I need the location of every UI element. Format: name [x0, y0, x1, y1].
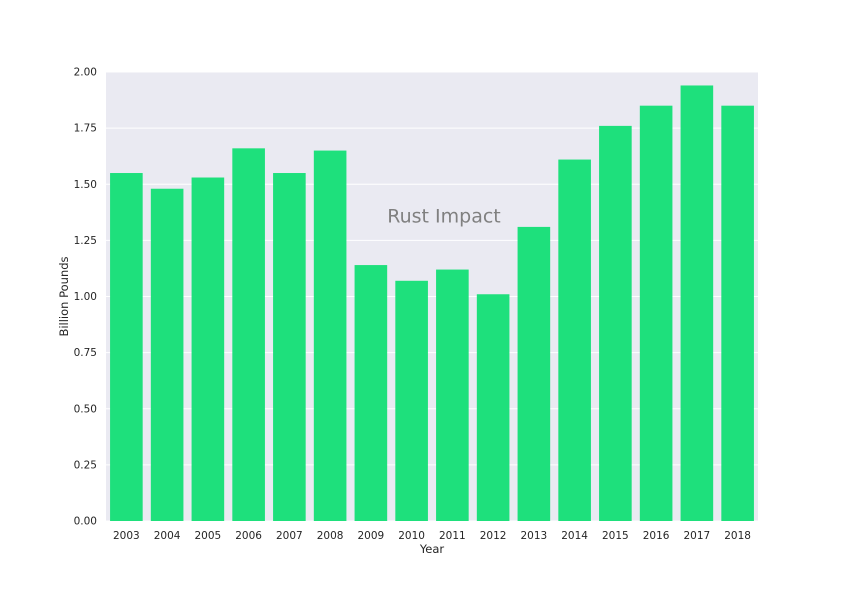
x-tick-label: 2016 [643, 530, 670, 542]
bar-2008 [313, 150, 347, 521]
x-tick-label: 2012 [480, 530, 507, 542]
bar-2013 [517, 226, 551, 521]
bar-2014 [558, 159, 591, 521]
x-tick-label: 2004 [154, 530, 181, 542]
y-tick-label: 1.75 [74, 123, 97, 135]
bar-2015 [599, 125, 632, 521]
x-tick-label: 2005 [195, 530, 222, 542]
y-tick-label: 0.25 [74, 459, 97, 471]
bar-2003 [110, 173, 143, 521]
x-tick-label: 2009 [358, 530, 385, 542]
x-tick-label: 2010 [398, 530, 425, 542]
y-tick-label: 0.00 [74, 516, 97, 528]
x-axis-label: Year [419, 542, 445, 556]
bar-2007 [273, 173, 306, 521]
y-axis-label: Billion Pounds [57, 256, 71, 336]
bar-2009 [354, 265, 388, 521]
x-tick-label: 2017 [684, 530, 711, 542]
x-tick-label: 2018 [724, 530, 751, 542]
x-tick-label: 2008 [317, 530, 344, 542]
bar-2004 [150, 188, 184, 522]
x-tick-label: 2013 [521, 530, 548, 542]
bar-2006 [232, 148, 265, 521]
x-tick-label: 2014 [561, 530, 588, 542]
y-tick-label: 1.00 [74, 291, 97, 303]
y-axis-ticks: 0.00 0.25 0.50 0.75 1.00 1.25 1.50 1.75 2.00 [74, 67, 97, 528]
bar-2016 [639, 105, 673, 522]
y-tick-label: 0.75 [74, 347, 97, 359]
y-tick-label: 2.00 [74, 67, 97, 79]
x-tick-label: 2015 [602, 530, 629, 542]
x-tick-label: 2003 [113, 530, 140, 542]
chart-annotation: Rust Impact [387, 206, 501, 228]
bar-2012 [476, 294, 510, 521]
bar-2005 [191, 177, 225, 521]
y-tick-label: 0.50 [74, 403, 97, 415]
x-tick-label: 2011 [439, 530, 466, 542]
x-tick-label: 2006 [235, 530, 262, 542]
bar-2017 [680, 85, 714, 521]
x-axis-ticks: 2003 2004 2005 2006 2007 2008 2009 2010 2011 2012… [113, 530, 751, 542]
bars [110, 85, 754, 522]
x-tick-label: 2007 [276, 530, 303, 542]
bar-2018 [721, 105, 754, 522]
y-tick-label: 1.50 [74, 179, 97, 191]
bar-2011 [436, 269, 469, 521]
bar-2010 [395, 280, 428, 521]
y-tick-label: 1.25 [74, 235, 97, 247]
